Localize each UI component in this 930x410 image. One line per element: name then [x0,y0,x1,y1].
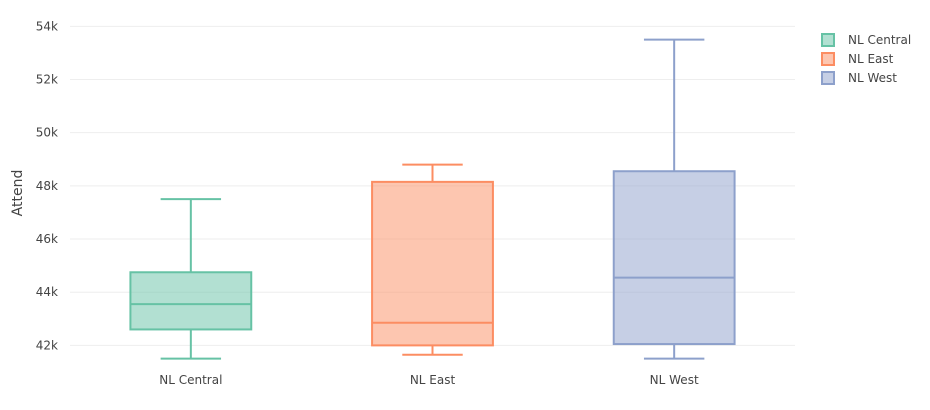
legend-label: NL East [848,52,894,66]
box-body [612,170,736,346]
x-tick-label: NL East [410,373,456,387]
legend-label: NL West [848,71,897,85]
y-tick-label: 46k [36,232,58,246]
y-tick-label: 52k [36,72,58,86]
box-group [371,163,494,356]
legend-item[interactable]: NL Central [821,33,911,47]
box-body [129,271,253,331]
legend-item[interactable]: NL West [821,71,897,85]
x-tick-label: NL West [650,373,699,387]
legend-swatch [821,71,835,85]
y-tick-label: 48k [36,179,58,193]
box-group [612,38,736,360]
legend-swatch [821,33,835,47]
legend[interactable]: NL Central NL East NL West [821,33,911,85]
y-axis-title: Attend [10,170,26,217]
box-group [129,198,253,360]
y-axis-ticks: 42k 44k 46k 48k 50k 52k 54k [36,19,58,352]
legend-item[interactable]: NL East [821,52,894,66]
y-tick-label: 44k [36,285,58,299]
box-body [371,180,494,347]
y-tick-label: 54k [36,19,58,33]
boxes [129,38,736,360]
y-tick-label: 50k [36,126,58,140]
y-tick-label: 42k [36,338,58,352]
legend-swatch [821,52,835,66]
legend-label: NL Central [848,33,911,47]
x-axis-ticks: NL Central NL East NL West [159,373,699,387]
x-tick-label: NL Central [159,373,222,387]
